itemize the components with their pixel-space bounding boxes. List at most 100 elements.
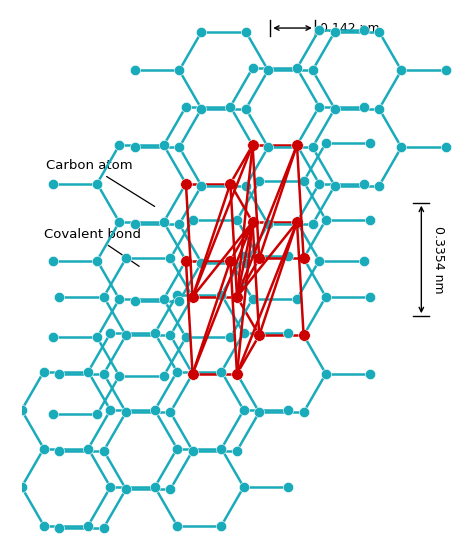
Point — [49, 333, 56, 342]
Point — [360, 179, 367, 188]
Point — [175, 143, 183, 152]
Point — [315, 25, 323, 34]
Point — [233, 215, 241, 224]
Point — [398, 66, 405, 75]
Point — [249, 64, 256, 73]
Point — [218, 444, 225, 453]
Point — [284, 406, 292, 415]
Point — [160, 141, 167, 150]
Point — [175, 220, 183, 229]
Point — [116, 372, 123, 381]
Point — [175, 297, 183, 306]
Point — [255, 177, 263, 186]
Point — [255, 408, 263, 417]
Point — [49, 256, 56, 265]
Point — [49, 410, 56, 419]
Point — [182, 179, 190, 188]
Point — [116, 218, 123, 227]
Point — [107, 329, 114, 338]
Point — [84, 444, 92, 453]
Point — [173, 444, 181, 453]
Point — [40, 367, 47, 376]
Point — [366, 215, 374, 224]
Point — [264, 143, 272, 152]
Point — [249, 295, 256, 304]
Point — [166, 254, 174, 263]
Point — [242, 258, 250, 267]
Point — [233, 446, 241, 455]
Text: Carbon atom: Carbon atom — [46, 159, 155, 206]
Point — [218, 290, 225, 299]
Point — [218, 367, 225, 376]
Point — [240, 329, 247, 338]
Point — [293, 218, 301, 227]
Point — [233, 292, 241, 301]
Point — [293, 141, 301, 150]
Point — [309, 66, 316, 75]
Point — [375, 104, 383, 113]
Point — [189, 292, 196, 301]
Point — [249, 218, 256, 227]
Point — [100, 523, 108, 532]
Point — [264, 66, 272, 75]
Point — [18, 483, 26, 492]
Point — [293, 64, 301, 73]
Point — [151, 406, 159, 415]
Point — [218, 521, 225, 530]
Point — [366, 292, 374, 301]
Point — [360, 102, 367, 111]
Point — [151, 329, 159, 338]
Point — [240, 252, 247, 261]
Point — [84, 367, 92, 376]
Point — [198, 258, 205, 267]
Point — [375, 181, 383, 190]
Point — [93, 410, 101, 419]
Point — [255, 254, 263, 263]
Point — [242, 27, 250, 36]
Point — [173, 367, 181, 376]
Point — [100, 292, 108, 301]
Point — [227, 256, 234, 265]
Point — [84, 521, 92, 530]
Point — [182, 333, 190, 342]
Point — [442, 143, 449, 152]
Point — [173, 290, 181, 299]
Point — [55, 523, 63, 532]
Point — [240, 483, 247, 492]
Point — [122, 408, 130, 417]
Point — [375, 27, 383, 36]
Text: 0.142 nm: 0.142 nm — [320, 22, 380, 35]
Text: 0.3354 nm: 0.3354 nm — [432, 225, 446, 294]
Point — [264, 220, 272, 229]
Point — [227, 102, 234, 111]
Point — [198, 104, 205, 113]
Point — [107, 483, 114, 492]
Point — [166, 331, 174, 340]
Point — [166, 485, 174, 494]
Point — [131, 66, 138, 75]
Point — [366, 369, 374, 378]
Point — [293, 295, 301, 304]
Point — [55, 292, 63, 301]
Point — [116, 141, 123, 150]
Point — [107, 406, 114, 415]
Point — [284, 483, 292, 492]
Point — [322, 215, 329, 224]
Point — [93, 256, 101, 265]
Point — [331, 181, 338, 190]
Point — [166, 408, 174, 417]
Point — [300, 177, 308, 186]
Point — [131, 143, 138, 152]
Point — [360, 25, 367, 34]
Point — [300, 254, 308, 263]
Point — [182, 102, 190, 111]
Point — [198, 181, 205, 190]
Point — [131, 220, 138, 229]
Point — [122, 485, 130, 494]
Point — [93, 333, 101, 342]
Point — [189, 215, 196, 224]
Point — [360, 256, 367, 265]
Point — [198, 27, 205, 36]
Point — [322, 138, 329, 147]
Point — [173, 521, 181, 530]
